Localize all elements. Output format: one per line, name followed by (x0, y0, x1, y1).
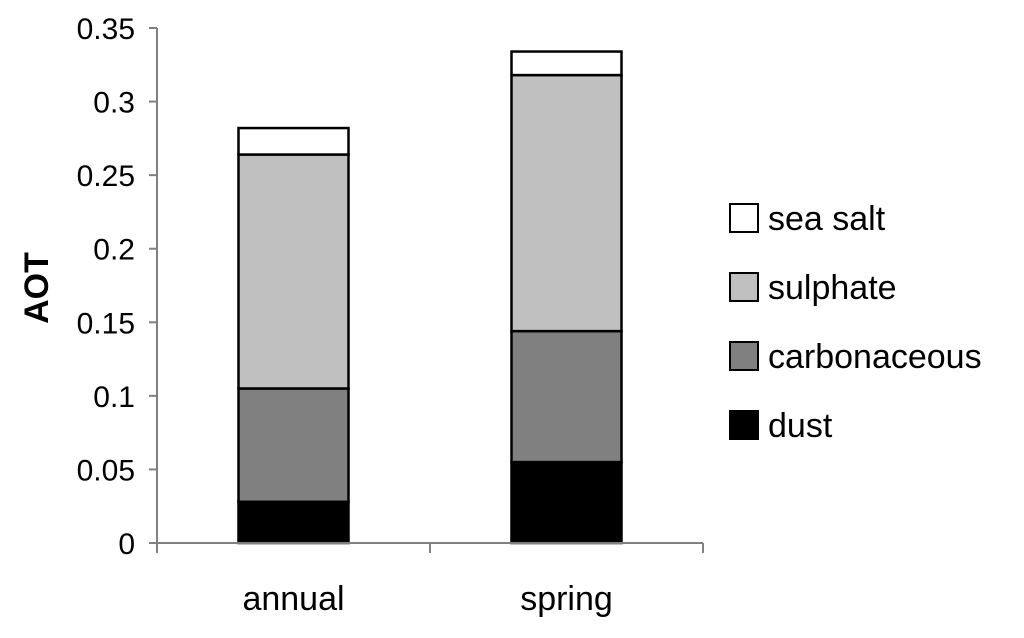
legend-swatch-sea-salt (729, 203, 759, 233)
legend-label-dust: dust (768, 407, 833, 445)
legend-swatch-dust (729, 410, 759, 440)
legend-label-carbonaceous: carbonaceous (768, 338, 982, 376)
y-tick-label: 0.05 (77, 454, 135, 487)
bar-segment-annual-carbonaceous (237, 387, 350, 504)
y-axis-ticks: 0 0.05 0.1 0.15 0.2 0.25 0.3 0.35 (77, 13, 157, 561)
bar-segment-spring-sulphate (510, 73, 623, 333)
bar-segment-spring-carbonaceous (510, 329, 623, 464)
legend-swatch-sulphate (729, 272, 759, 302)
y-axis-title: AOT (18, 252, 56, 324)
bar-segment-spring-sea-salt (510, 50, 623, 77)
bar-segment-annual-sulphate (237, 153, 350, 390)
y-tick-label: 0.3 (93, 87, 135, 120)
legend-swatch-carbonaceous (729, 341, 759, 371)
x-category-label: spring (520, 580, 613, 618)
bar-segment-annual-dust (237, 500, 350, 545)
y-tick-label: 0.1 (93, 381, 135, 414)
y-tick-label: 0.25 (77, 160, 135, 193)
bars (237, 50, 623, 545)
bar-segment-annual-sea-salt (237, 126, 350, 156)
x-axis-labels: annual spring (242, 580, 612, 618)
bar-segment-spring-dust (510, 460, 623, 545)
legend: sea salt sulphate carbonaceous dust (729, 200, 982, 445)
axes (156, 28, 704, 553)
legend-label-sulphate: sulphate (768, 269, 897, 307)
y-tick-label: 0.35 (77, 13, 135, 46)
x-category-label: annual (242, 580, 344, 618)
y-tick-label: 0 (118, 528, 135, 561)
y-tick-label: 0.15 (77, 307, 135, 340)
legend-label-sea-salt: sea salt (768, 200, 886, 238)
y-tick-label: 0.2 (93, 234, 135, 267)
